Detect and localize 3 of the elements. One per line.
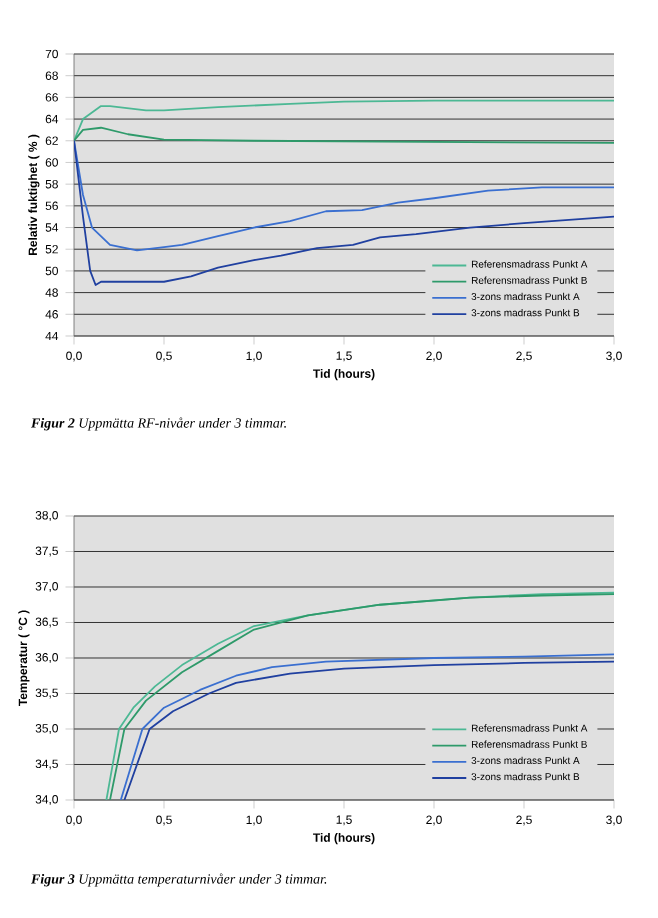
line-series [74,139,614,286]
line-series [74,139,614,252]
line-series [74,99,614,142]
